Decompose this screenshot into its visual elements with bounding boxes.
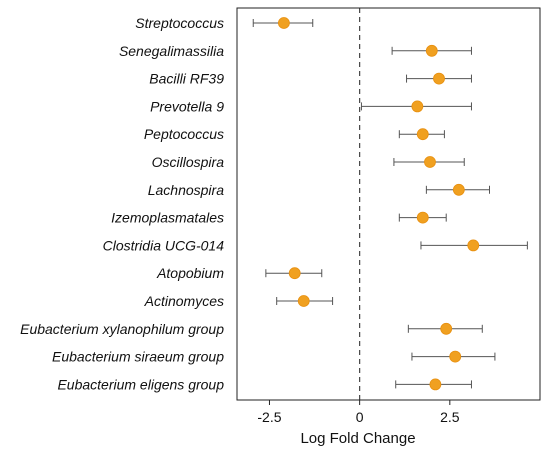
y-tick-label: Atopobium <box>156 265 224 281</box>
estimate-point <box>288 267 301 280</box>
y-axis-labels: Streptococcus Senegalimassilia Bacilli RF3… <box>20 15 224 392</box>
x-tick-label: 2.5 <box>440 409 460 425</box>
y-tick-label: Senegalimassilia <box>119 43 224 59</box>
y-tick-label: Eubacterium xylanophilum group <box>20 321 224 337</box>
y-tick-label: Eubacterium siraeum group <box>52 349 224 365</box>
y-tick-label: Izemoplasmatales <box>111 210 224 226</box>
y-tick-label: Prevotella 9 <box>150 98 224 114</box>
x-axis-title: Log Fold Change <box>300 430 415 447</box>
x-tick-label: 0 <box>356 409 364 425</box>
estimate-point <box>449 350 462 363</box>
y-tick-label: Actinomyces <box>144 293 224 309</box>
plot-marks <box>252 8 528 400</box>
estimate-point <box>416 211 429 224</box>
estimate-point <box>433 72 445 85</box>
estimate-point <box>467 239 480 252</box>
estimate-point <box>429 378 442 391</box>
estimate-point <box>440 322 453 335</box>
estimate-point <box>424 156 436 168</box>
estimate-point <box>297 295 310 307</box>
y-tick-label: Clostridia UCG-014 <box>103 237 225 253</box>
y-tick-label: Lachnospira <box>148 182 224 198</box>
x-axis: -2.5 0 2.5 <box>257 400 460 425</box>
y-tick-label: Peptococcus <box>144 126 224 142</box>
y-tick-label: Oscillospira <box>152 154 225 170</box>
x-tick-label: -2.5 <box>257 409 281 425</box>
estimate-point <box>425 44 438 57</box>
estimate-point <box>416 128 429 141</box>
y-tick-label: Streptococcus <box>135 15 224 31</box>
estimate-point <box>411 100 424 113</box>
y-tick-label: Bacilli RF39 <box>149 71 224 87</box>
estimate-point <box>277 17 290 29</box>
y-tick-label: Eubacterium eligens group <box>57 376 224 392</box>
plot-frame <box>236 7 541 401</box>
estimate-point <box>452 183 465 196</box>
